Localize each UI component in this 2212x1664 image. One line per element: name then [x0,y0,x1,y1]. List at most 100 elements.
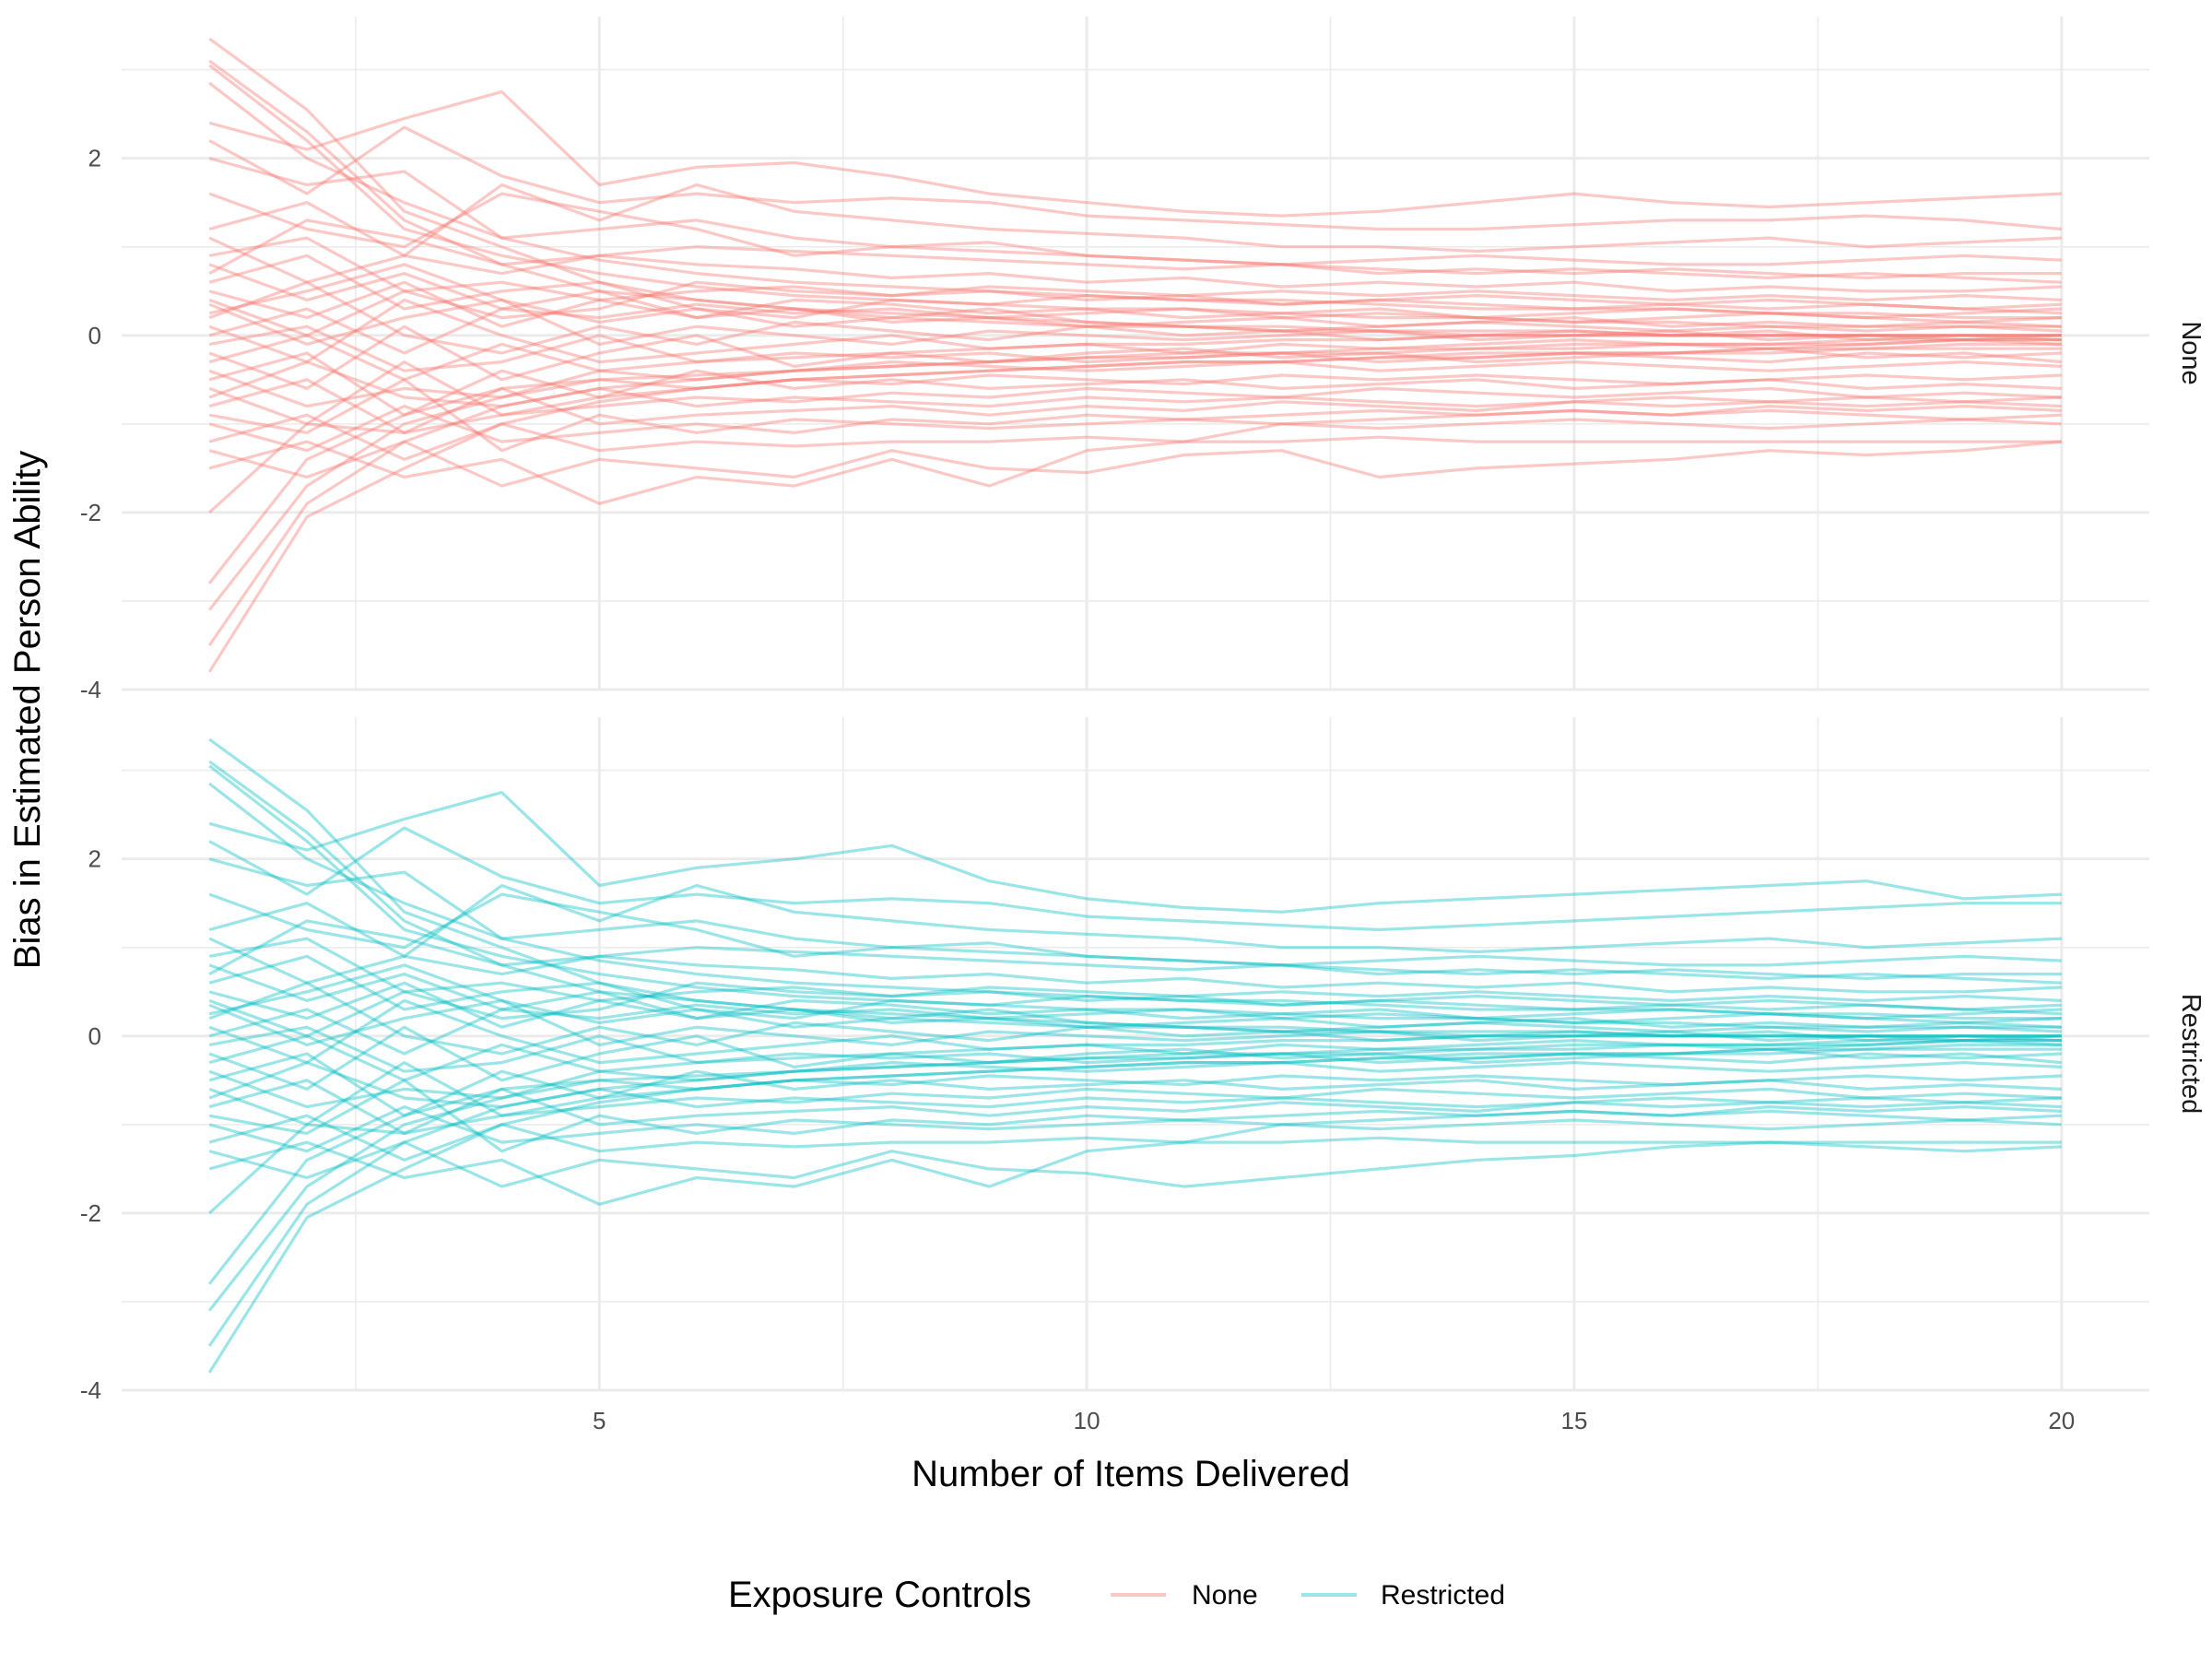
series-line [208,826,2062,932]
series-line [208,963,2062,1024]
series-line [208,782,2062,1021]
y-axis-title: Bias in Estimated Person Ability [7,451,48,969]
series-line [208,738,2062,1038]
legend-title: Exposure Controls [728,1575,1031,1615]
series-line [208,334,2062,382]
series-line [208,280,2062,337]
series-line [207,1039,2062,1285]
series-line [208,280,2062,328]
series-line [207,347,2062,673]
y-tick-label: 2 [88,845,101,873]
series-line [208,998,2062,1046]
series-line [208,342,2062,514]
x-axis-title: Number of Items Delivered [912,1454,1350,1494]
y-tick-label: 0 [88,1022,101,1050]
x-tick-label: 10 [1074,1407,1100,1434]
series-line [208,378,2062,434]
series-line [208,990,2062,1056]
series-line [208,125,2062,231]
series-line [208,192,2062,279]
series-line [208,263,2062,324]
series-line [208,289,2062,355]
series-line [208,440,2062,488]
y-tick-label: -4 [80,1376,101,1404]
series-line [208,298,2062,364]
series-line [207,338,2062,646]
series-line [208,81,2062,320]
series-line [208,764,2062,1029]
series-line [208,413,2062,461]
y-tick-label: -2 [80,1199,101,1227]
legend-label-restricted: Restricted [1381,1580,1505,1611]
series-line [208,1069,2062,1109]
series-line [208,998,2062,1065]
series-line [208,1052,2062,1117]
series-line [208,405,2062,505]
series-line [208,378,2062,453]
facet-panel-none: -4 -2 0 2 None [80,17,2206,703]
series-line [208,325,2062,390]
series-line [207,338,2062,584]
series-line [208,892,2062,980]
series-line [208,59,2062,337]
series-line [208,236,2062,311]
series-line [208,1061,2062,1109]
series-line [208,1025,2062,1073]
series-line [208,981,2062,1029]
panels-layer: -4 -2 0 2 None -4 -2 0 2 Restricted 5 10 15 20 [80,17,2206,1434]
series-line [208,954,2062,1033]
y-tick-label: 0 [88,322,101,349]
series-line [208,963,2062,1024]
series-line [207,1047,2062,1374]
series-line [208,218,2062,284]
series-line [208,791,2062,914]
x-tick-label: 20 [2048,1407,2075,1434]
series-line [208,325,2062,372]
series-line [208,919,2062,985]
legend-label-none: None [1192,1580,1258,1611]
series-line [208,263,2062,324]
series-line [208,981,2062,1056]
y-tick-label: 2 [88,145,101,172]
series-line [207,1039,2062,1347]
series-line [208,760,2062,1038]
x-tick-label: 5 [593,1407,606,1434]
series-line [208,37,2062,337]
series-line [208,405,2062,453]
series-line [208,360,2062,426]
series-line [208,1105,2062,1206]
facet-strip-label: Restricted [2176,994,2206,1115]
series-line [208,857,2062,967]
series-line [208,1114,2062,1162]
series-line [208,90,2062,218]
series-line [208,1140,2062,1188]
series-line [208,298,2062,346]
series-line [208,1079,2062,1153]
x-axis-ticks: 5 10 15 20 [593,1407,2075,1434]
series-line [208,937,2062,1011]
series-line [207,334,2062,611]
series-line [207,1034,2062,1312]
series-line [208,937,2062,994]
series-line [208,64,2062,328]
series-line [208,1061,2062,1127]
facet-strip-label: None [2176,321,2206,384]
series-line [208,1034,2062,1082]
facet-panel-restricted: -4 -2 0 2 Restricted [80,717,2206,1404]
series-line [208,883,2062,958]
series-line [208,1079,2062,1135]
series-line [208,280,2062,355]
series-line [208,1025,2062,1091]
y-tick-label: -2 [80,499,101,526]
series-line [208,981,2062,1038]
series-line [208,369,2062,408]
x-tick-label: 15 [1561,1407,1588,1434]
series-line [208,351,2062,417]
series-line [208,254,2062,333]
series-line [208,236,2062,293]
y-tick-label: -4 [80,676,101,703]
series-line [208,360,2062,408]
legend: Exposure Controls None Restricted [728,1575,1505,1615]
